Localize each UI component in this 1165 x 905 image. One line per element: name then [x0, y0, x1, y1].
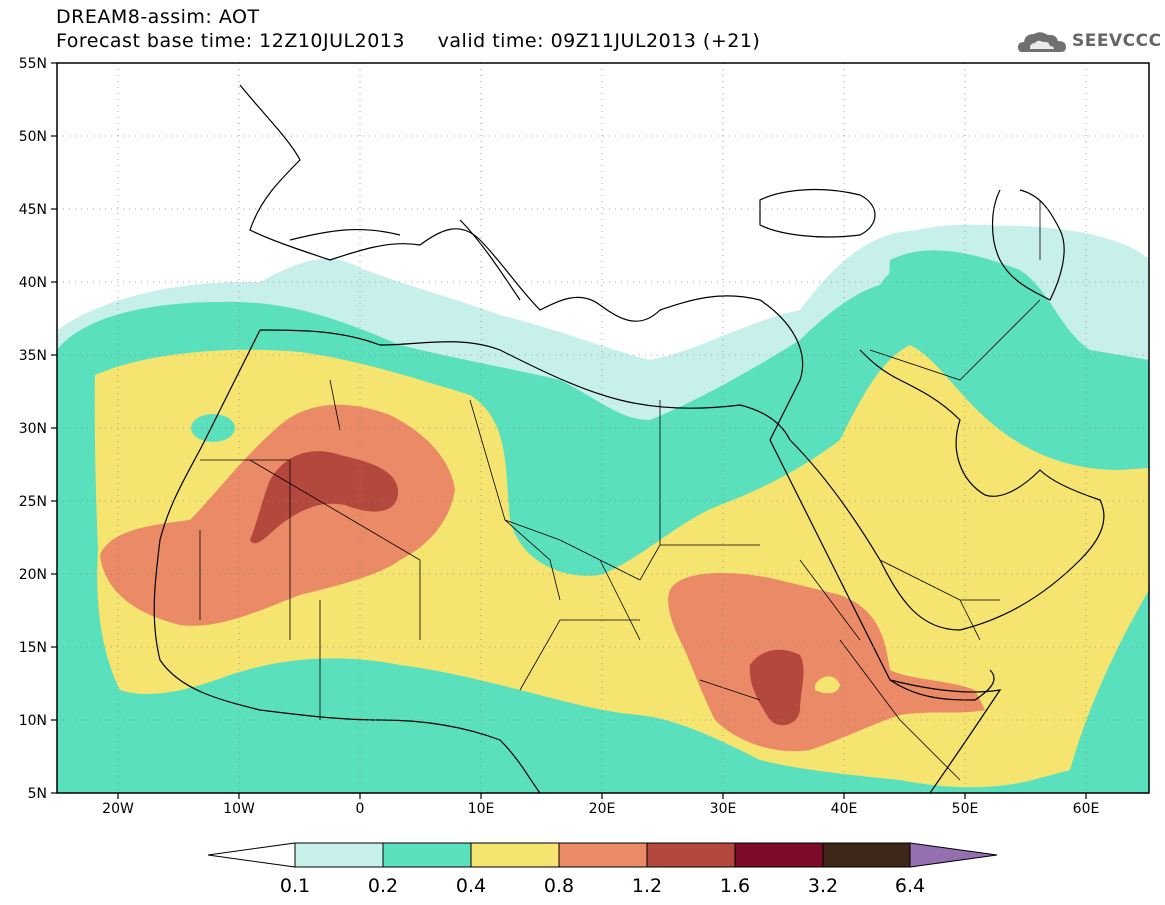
colorbar-label: 3.2 [808, 875, 838, 897]
contour-level-0.8-east [668, 573, 985, 752]
lat-tick-label: 20N [19, 567, 47, 583]
lat-tick-label: 10N [19, 713, 47, 729]
lat-tick-label: 35N [19, 348, 47, 364]
colorbar-label: 0.2 [368, 875, 398, 897]
lon-tick-label: 20W [102, 801, 134, 817]
lat-tick-label: 5N [28, 786, 47, 802]
colorbar-label: 6.4 [895, 875, 925, 897]
colorbar-swatch [382, 842, 472, 868]
tick-marks [51, 62, 1087, 799]
colorbar-high-arrow [909, 842, 998, 868]
lat-tick-label: 25N [19, 494, 47, 510]
colorbar-label: 0.8 [544, 875, 574, 897]
colorbar [207, 842, 998, 868]
lat-tick-label: 45N [19, 202, 47, 218]
forecast-time-caption: Forecast base time: 12Z10JUL2013 valid t… [56, 30, 761, 52]
lon-tick-label: 10W [223, 801, 255, 817]
cloud-icon [1018, 32, 1066, 52]
lat-tick-label: 50N [19, 129, 47, 145]
logo-text: SEEVCCC [1072, 31, 1162, 51]
coastlines [153, 84, 1105, 793]
lon-tick-label: 10E [468, 801, 495, 817]
lat-tick-label: 15N [19, 640, 47, 656]
lon-tick-label: 30E [710, 801, 737, 817]
colorbar-label: 0.4 [456, 875, 486, 897]
colorbar-label: 1.2 [632, 875, 662, 897]
colorbar-swatch [470, 842, 560, 868]
colorbar-swatch [294, 842, 384, 868]
contour-level-1.2-west [250, 451, 399, 544]
map-grid [57, 63, 1149, 793]
contour-level-1.2-east [749, 649, 804, 726]
lat-tick-label: 30N [19, 421, 47, 437]
colorbar-label: 1.6 [720, 875, 750, 897]
colorbar-swatch [822, 842, 911, 868]
lon-tick-label: 40E [831, 801, 858, 817]
lon-tick-label: 50E [952, 801, 979, 817]
lon-tick-label: 0 [356, 801, 365, 817]
country-borders [199, 200, 1041, 781]
lat-tick-label: 40N [19, 275, 47, 291]
lon-tick-label: 20E [589, 801, 616, 817]
colorbar-label: 0.1 [280, 875, 310, 897]
colorbar-swatch [734, 842, 824, 868]
lat-tick-label: 55N [19, 56, 47, 72]
lon-tick-label: 60E [1073, 801, 1100, 817]
colorbar-swatch [646, 842, 736, 868]
colorbar-swatch [558, 842, 648, 868]
colorbar-low-arrow [207, 842, 296, 868]
map-title: DREAM8-assim: AOT [56, 6, 260, 28]
